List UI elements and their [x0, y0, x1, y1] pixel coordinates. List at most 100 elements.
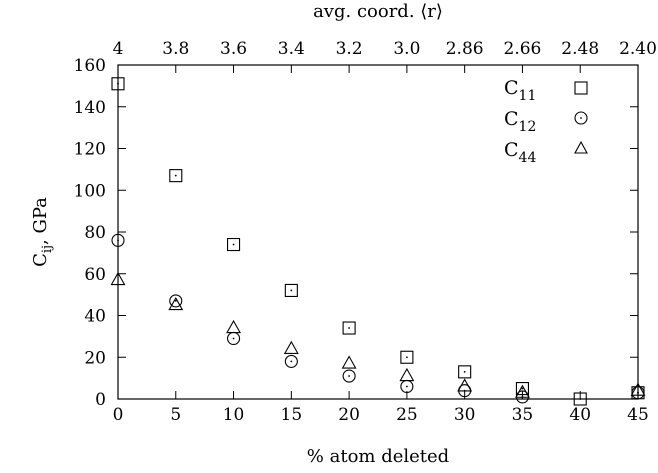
x-tick-label: 10: [223, 405, 245, 425]
legend-circle-icon: [574, 111, 588, 125]
marker-dot: [463, 370, 466, 373]
point-c11: [284, 283, 298, 298]
x2-tick-label: 3.8: [162, 39, 189, 59]
marker-dot: [232, 243, 235, 246]
square-marker: [227, 237, 241, 252]
x-tick-label: 45: [627, 405, 649, 425]
point-c44: [168, 296, 184, 311]
legend-circle-dot-icon: [580, 117, 582, 119]
y-tick-label: 0: [95, 390, 106, 410]
point-c44: [226, 319, 241, 334]
legend-square-icon: [574, 81, 588, 95]
y-tick-label: 160: [74, 56, 106, 76]
y-tick-label: 60: [84, 265, 106, 285]
legend: C11 C12 C44: [504, 77, 588, 166]
x-tick-label: 30: [454, 405, 476, 425]
triangle-marker: [283, 340, 299, 354]
marker-dot: [405, 356, 408, 359]
y-tick-label: 120: [74, 140, 106, 160]
legend-label-c44-main: C: [504, 139, 519, 161]
x2-tick-label: 3.6: [220, 39, 247, 59]
point-c44: [515, 384, 530, 398]
square-marker: [342, 321, 356, 335]
x2-tick-label: 4: [113, 39, 124, 59]
square-marker: [400, 350, 414, 364]
legend-label-c44: C44: [504, 139, 536, 166]
x2-tick-label: 3.2: [336, 39, 363, 59]
y-axis-label-main: C: [30, 253, 51, 267]
point-c12: [169, 294, 183, 308]
triangle-marker: [226, 319, 241, 334]
legend-triangle-icon: [574, 140, 588, 154]
y-axis-label-sub: ij: [40, 245, 55, 253]
triangle-marker: [399, 367, 415, 382]
marker-dot: [174, 299, 177, 302]
x-tick-label: 5: [170, 405, 181, 425]
marker-dot: [348, 375, 351, 377]
point-c11: [169, 169, 183, 183]
marker-dot: [290, 289, 293, 292]
point-c44: [399, 367, 415, 382]
y-tick-label: 20: [84, 348, 106, 368]
x2-tick-label: 3.0: [393, 39, 420, 59]
circle-marker: [342, 369, 356, 383]
y-tick-label: 80: [84, 223, 106, 243]
y-tick-label: 140: [74, 98, 106, 118]
legend-label-c12-sub: 12: [519, 119, 537, 135]
legend-entry-c11: C11: [504, 77, 588, 104]
circle-marker: [284, 354, 298, 368]
marker-dot: [232, 337, 235, 340]
plot-frame: [117, 64, 639, 400]
point-c12: [342, 369, 356, 383]
x-tick-label: 35: [512, 405, 534, 425]
marker-dot: [174, 174, 177, 177]
circle-marker: [169, 294, 183, 308]
legend-label-c12-main: C: [504, 108, 519, 130]
square-marker: [515, 382, 529, 396]
x2-tick-label: 2.40: [619, 39, 657, 59]
x-tick-label: 0: [113, 405, 124, 425]
point-c11: [458, 365, 472, 379]
x-tick-label: 15: [281, 405, 303, 425]
triangle-marker: [457, 378, 473, 392]
legend-label-c11-sub: 11: [519, 88, 537, 104]
legend-entry-c44: C44: [504, 139, 588, 166]
legend-entry-c12: C12: [504, 108, 588, 135]
ticks-layer: 0 5 10 15 20 25 30 35 40 45 0 20 40 60 80 100 120 140 160 4…: [74, 39, 657, 425]
point-c11: [227, 237, 241, 252]
legend-label-c11: C11: [504, 77, 536, 104]
marker-dot: [290, 360, 293, 363]
point-c44: [457, 378, 473, 392]
point-c12: [284, 354, 298, 368]
marker-dot: [405, 385, 408, 388]
x-tick-label: 25: [396, 405, 418, 425]
point-c12: [400, 379, 414, 394]
y-axis-label: Cij, GPa: [30, 197, 55, 267]
square-marker: [169, 169, 183, 183]
x2-tick-label: 3.4: [278, 39, 305, 59]
point-c44: [341, 355, 357, 369]
square-marker: [284, 283, 298, 298]
points-layer: [110, 77, 646, 406]
marker-dot: [348, 327, 351, 329]
x2-tick-label: 2.86: [446, 39, 484, 59]
triangle-marker: [515, 384, 530, 398]
x-tick-label: 20: [338, 405, 360, 425]
triangle-marker: [341, 355, 357, 369]
y-tick-label: 40: [84, 307, 106, 327]
point-c11: [342, 321, 356, 335]
y-axis-label-tail: , GPa: [30, 197, 51, 245]
point-c11: [400, 350, 414, 364]
legend-label-c12: C12: [504, 108, 536, 135]
triangle-marker: [168, 296, 184, 311]
legend-label-c44-sub: 44: [519, 150, 537, 166]
point-c44: [283, 340, 299, 354]
square-marker: [458, 365, 472, 379]
marker-dot: [521, 387, 524, 390]
x2-tick-label: 2.48: [561, 39, 599, 59]
legend-label-c11-main: C: [504, 77, 519, 99]
x-tick-label: 40: [569, 405, 591, 425]
y-tick-label: 100: [74, 181, 106, 201]
x2-axis-label: avg. coord. ⟨r⟩: [313, 1, 443, 22]
